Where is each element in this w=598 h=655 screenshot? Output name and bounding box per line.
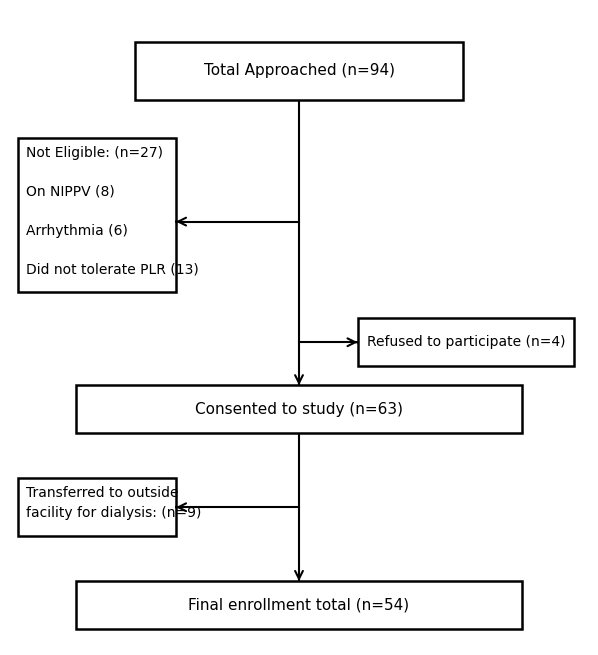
FancyBboxPatch shape: [77, 581, 521, 629]
Text: Transferred to outside
facility for dialysis: (n=9): Transferred to outside facility for dial…: [26, 486, 202, 519]
FancyBboxPatch shape: [135, 42, 463, 100]
Text: Not Eligible: (n=27)

On NIPPV (8)

Arrhythmia (6)

Did not tolerate PLR (13): Not Eligible: (n=27) On NIPPV (8) Arrhyt…: [26, 146, 199, 277]
FancyBboxPatch shape: [18, 478, 176, 536]
Text: Final enrollment total (n=54): Final enrollment total (n=54): [188, 597, 410, 612]
Text: Refused to participate (n=4): Refused to participate (n=4): [367, 335, 565, 349]
Text: Consented to study (n=63): Consented to study (n=63): [195, 402, 403, 417]
FancyBboxPatch shape: [358, 318, 575, 366]
FancyBboxPatch shape: [18, 138, 176, 292]
FancyBboxPatch shape: [77, 385, 521, 434]
Text: Total Approached (n=94): Total Approached (n=94): [203, 64, 395, 78]
